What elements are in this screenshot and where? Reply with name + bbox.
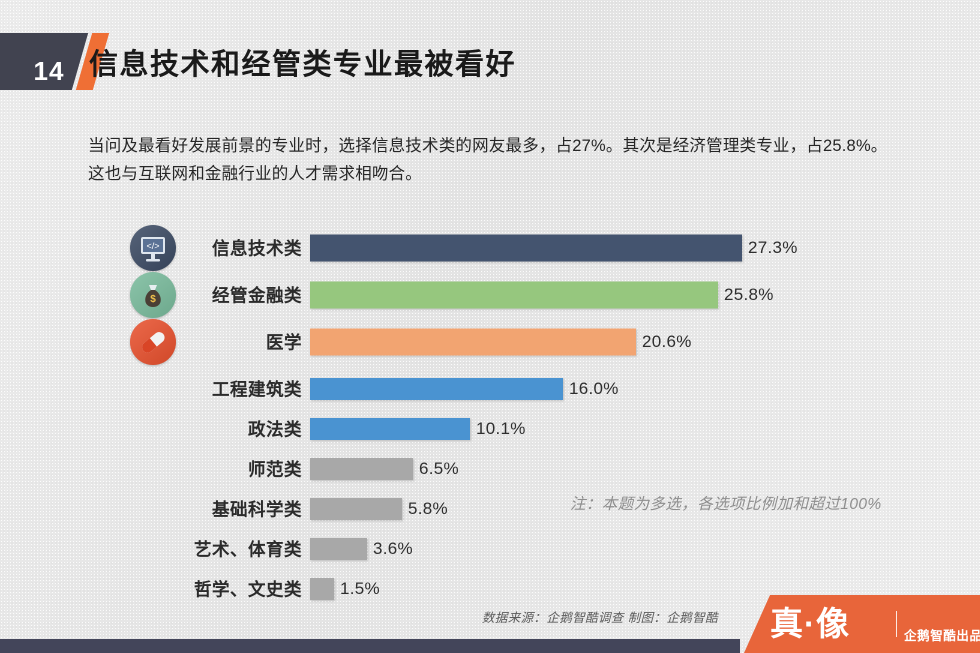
chart-row: </> 信息技术类 27.3% [0, 225, 980, 271]
chart-row: 师范类 6.5% [0, 450, 980, 488]
chart-row: 工程建筑类 16.0% [0, 370, 980, 408]
bar-segment [310, 498, 402, 520]
logo-divider [896, 611, 897, 637]
header: 14 信息技术和经管类专业最被看好 [0, 33, 980, 90]
category-label: 工程建筑类 [212, 379, 302, 400]
page-title: 信息技术和经管类专业最被看好 [89, 48, 517, 81]
chart-note: 注：本题为多选，各选项比例加和超过100% [570, 496, 882, 513]
chart-row: 医学 20.6% [0, 319, 980, 365]
category-label: 艺术、体育类 [194, 539, 302, 560]
category-label: 师范类 [248, 459, 302, 480]
pill-capsule-icon [130, 319, 176, 365]
chart-row: 艺术、体育类 3.6% [0, 530, 980, 568]
category-label: 经管金融类 [212, 285, 302, 306]
svg-text:</>: </> [146, 241, 159, 251]
footer-bar [0, 639, 740, 653]
money-bag-icon: $ [130, 272, 176, 318]
bar-segment [310, 418, 470, 440]
bar-segment [310, 538, 367, 560]
lead-paragraph: 当问及最看好发展前景的专业时，选择信息技术类的网友最多，占27%。其次是经济管理… [88, 137, 888, 183]
brand-logo-mark: 真·像 [770, 605, 850, 642]
money-bag-glyph: $ [145, 285, 161, 307]
category-label: 哲学、文史类 [194, 579, 302, 600]
category-label: 基础科学类 [212, 499, 302, 520]
value-label: 3.6% [373, 539, 413, 558]
value-label: 6.5% [419, 459, 459, 478]
category-label: 信息技术类 [212, 238, 302, 259]
value-label: 10.1% [476, 419, 526, 438]
value-label: 27.3% [748, 238, 798, 257]
svg-text:$: $ [150, 294, 156, 305]
chart-row: 政法类 10.1% [0, 410, 980, 448]
bar-segment [310, 458, 413, 480]
chart-row: 基础科学类 5.8% [0, 490, 980, 528]
value-label: 25.8% [724, 285, 774, 304]
bar-chart: </> 信息技术类 27.3% $ 经管金融类 25. [0, 225, 980, 605]
monitor-code-glyph: </> [141, 237, 165, 262]
pill-capsule-glyph [142, 332, 165, 353]
bar-segment [310, 378, 563, 400]
brand-logo-subtitle: 企鹅智酷出品 [904, 629, 980, 643]
monitor-code-icon: </> [130, 225, 176, 271]
bar-segment [310, 328, 636, 356]
value-label: 16.0% [569, 379, 619, 398]
category-label: 政法类 [248, 419, 302, 440]
value-label: 5.8% [408, 499, 448, 518]
bar-segment [310, 281, 718, 309]
bar-segment [310, 234, 742, 262]
value-label: 20.6% [642, 332, 692, 351]
slide-number: 14 [33, 56, 65, 86]
brand-logo-block: 真·像 企鹅智酷出品 [744, 595, 980, 653]
chart-row: $ 经管金融类 25.8% [0, 272, 980, 318]
category-label: 医学 [266, 332, 302, 353]
value-label: 1.5% [340, 579, 380, 598]
footer-source-text: 数据来源：企鹅智酷调查 制图：企鹅智酷 [481, 611, 718, 625]
chart-row: 哲学、文史类 1.5% [0, 570, 980, 608]
bar-segment [310, 578, 334, 600]
